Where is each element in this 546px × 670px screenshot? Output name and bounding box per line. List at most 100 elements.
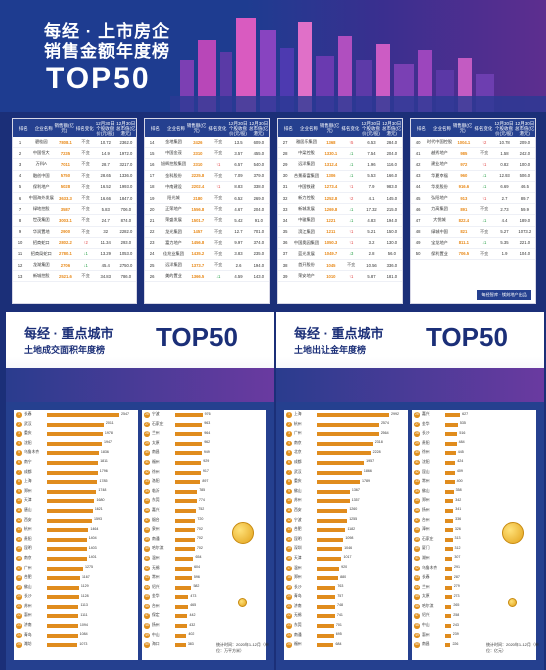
table-row: 43 华夏幸福 960 ↓1 12.93 506.0 [411,171,535,182]
value-bar [445,537,453,542]
value-bar [47,633,78,638]
price-cell: 6.52 [234,195,243,201]
table-row: 23 富力地产 1456.8 不变 9.97 374.0 [145,238,269,249]
rank-badge: 41 [144,555,150,562]
name-cell: 佳兆业集团 [162,250,184,256]
sales-cell: 2310 [193,161,203,167]
change-cell: 不变 [81,195,90,201]
city-name: 南京 [24,555,32,560]
name-cell: 新城发展 [298,206,315,212]
name-cell: 中国奥园集团 [293,239,320,245]
value-label: 897 [202,478,209,483]
rank-badge: 21 [16,603,22,610]
rank-badge: 17 [286,565,292,571]
rank-badge: 40 [144,546,150,552]
rank-badge: 34 [144,488,150,495]
price-cell: 6.69 [500,184,509,190]
value-label: 1947 [104,440,113,445]
list-item: 8 重庆 1789 [284,477,408,487]
value-bar [175,441,203,446]
list-item: 9 郑州 1748 [14,487,138,497]
rank-cell: 49 [415,240,421,246]
value-label: 465 [190,603,197,608]
rank-cell: 30 [282,173,288,179]
price-cell: 1.58 [500,150,509,156]
value-label: 695 [335,632,342,637]
rank-badge: 12 [16,517,22,524]
cap-cell: 221.0 [519,240,531,246]
list-item: 15 深圳 1046 [284,544,408,554]
city-name: 青岛 [294,594,302,599]
list-item: 12 西安 1593 [14,516,138,526]
cap-cell: 983.0 [386,184,398,190]
value-label: 442 [189,612,196,617]
table-row: 6 中国海外发展 3633.3 不变 16.66 1847.0 [13,193,136,205]
list-item: 50 南昌 226 [412,640,536,650]
value-label: 516 [459,430,466,435]
city-name: 漳州 [422,527,430,532]
value-label: 1403 [88,545,97,550]
table-row: 32 新力控股 1252.8 ↑2 4.1 145.0 [278,193,402,205]
value-bar [317,508,348,513]
rank-cell: 25 [149,262,155,268]
list-item: 47 保定 442 [142,611,266,621]
gold-coin-icon [502,522,524,544]
value-label: 265 [453,603,460,608]
change-cell: 不变 [81,206,90,212]
change-cell: 不变 [213,262,223,268]
value-label: 313 [454,536,461,541]
rank-cell: 21 [149,217,155,223]
city-skyline-illustration [170,18,546,112]
city-name: 哈尔滨 [152,546,164,551]
city-name: 乌鲁木齐 [24,450,40,455]
value-label: 291 [454,565,460,569]
value-bar [445,508,454,513]
price-cell: 13.5 [234,139,243,145]
list-item: 29 贵阳 484 [412,439,536,449]
change-cell: ↓1 [481,173,487,179]
value-bar [47,432,103,437]
rank-cell: 24 [149,251,155,257]
cap-cell: 293.0 [120,240,132,246]
rank-cell: 41 [415,150,421,156]
rank-badge: 29 [414,440,420,447]
rank-badge: 17 [16,565,22,571]
name-cell: 金地集团 [165,139,182,145]
value-bar [317,480,361,485]
rank-badge: 2 [16,421,22,428]
cap-cell: 91.0 [254,217,263,223]
name-cell: 新力控股 [298,195,315,201]
name-cell: 阳光城 [167,195,180,201]
list-item: 37 烟台 720 [142,516,266,526]
table-row: 21 荣盛发展 1501.7 不变 5.42 91.0 [145,215,269,227]
table-row: 7 绿地控股 3587 不变 5.83 706.0 [13,204,136,216]
name-cell: 融创中国 [32,172,50,178]
list-item: 14 昆明 1098 [284,535,408,545]
value-bar [445,576,452,581]
change-cell: 不变 [213,250,223,256]
table-row: 31 中国铁建 1273.4 ↑1 7.9 983.0 [278,182,402,193]
name-cell: 中国铁建 [298,183,315,189]
rank-cell: 35 [282,229,288,235]
rank-badge: 42 [144,565,150,571]
cap-cell: 104.0 [519,251,531,257]
table-row: 8 世茂集团 3003.1 不变 24.7 874.0 [13,215,136,227]
list-item: 5 北京 2228 [284,448,408,458]
sales-cell: 2802.2 [59,240,72,246]
city-name: 烟台 [152,517,160,522]
value-label: 929 [203,459,210,464]
city-name: 扬州 [422,507,430,512]
cap-cell: 706.0 [120,206,132,212]
city-name: 南通 [152,536,160,541]
price-cell: 3.2 [368,240,375,246]
change-cell: ↑1 [348,240,354,246]
sales-cell: 1221 [326,217,336,223]
table-row: 27 雅居乐集团 1368 ↑5 6.53 284.0 [278,137,402,149]
change-cell: 不变 [81,150,90,156]
city-name: 嘉兴 [152,507,160,512]
rank-badge: 30 [414,450,420,456]
name-cell: 绿地控股 [32,206,50,212]
change-cell: ↑1 [348,229,354,235]
value-bar [47,508,93,513]
value-bar [47,460,99,465]
